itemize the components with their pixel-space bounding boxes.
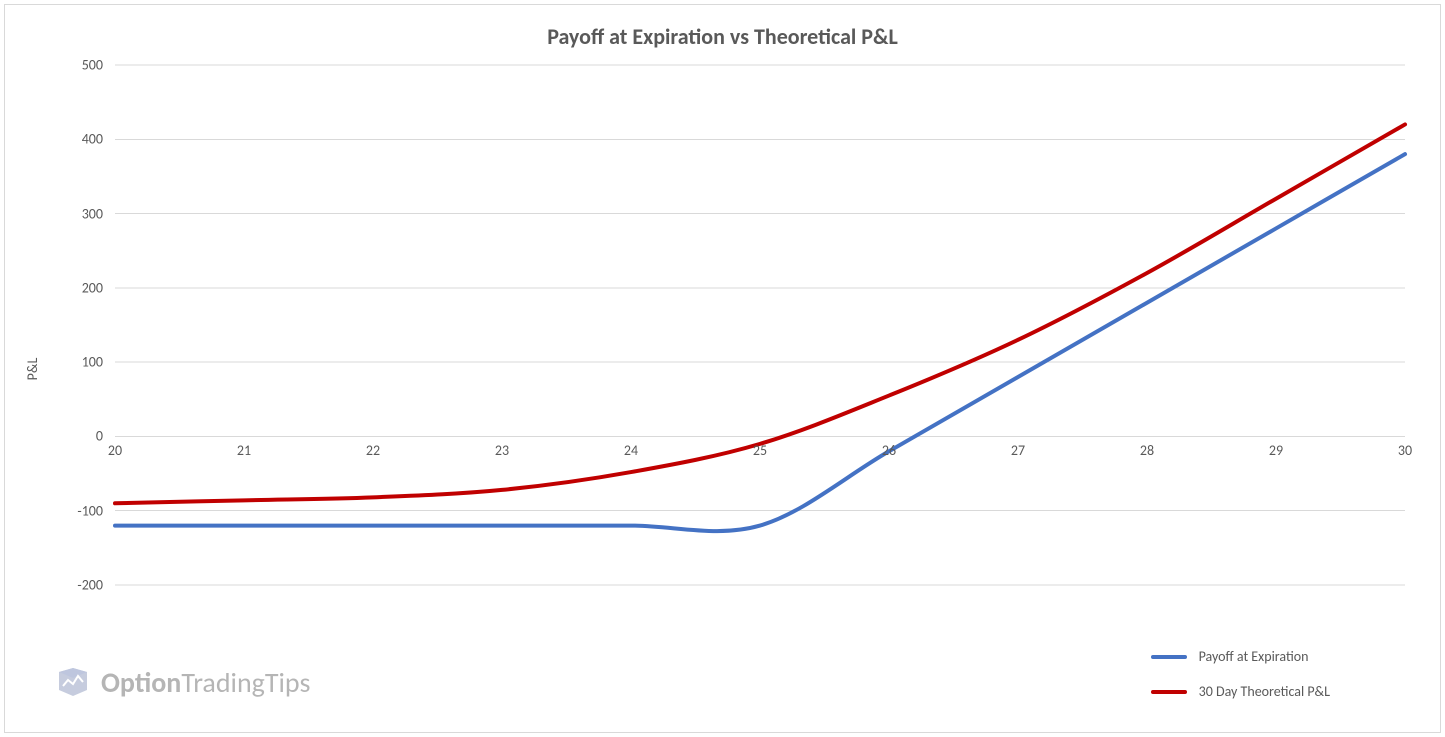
x-tick-label: 21 xyxy=(237,442,251,459)
y-tick-label: 0 xyxy=(53,428,103,445)
y-tick-label: 400 xyxy=(53,131,103,148)
legend-label: Payoff at Expiration xyxy=(1199,648,1309,665)
x-tick-label: 29 xyxy=(1269,442,1283,459)
x-tick-label: 28 xyxy=(1140,442,1154,459)
watermark: OptionTradingTips xyxy=(55,664,310,700)
x-tick-label: 20 xyxy=(108,442,122,459)
legend-label: 30 Day Theoretical P&L xyxy=(1199,683,1330,700)
y-axis-title: P&L xyxy=(24,357,41,380)
legend-item-payoff: Payoff at Expiration xyxy=(1151,648,1330,665)
y-tick-label: 300 xyxy=(53,205,103,222)
watermark-logo-icon xyxy=(55,664,91,700)
x-tick-label: 26 xyxy=(882,442,896,459)
legend-swatch-icon xyxy=(1151,690,1187,694)
watermark-text: OptionTradingTips xyxy=(101,665,310,700)
x-tick-label: 22 xyxy=(366,442,380,459)
x-tick-label: 23 xyxy=(495,442,509,459)
legend-swatch-icon xyxy=(1151,655,1187,659)
y-tick-label: 200 xyxy=(53,279,103,296)
x-tick-label: 30 xyxy=(1398,442,1412,459)
y-tick-label: -100 xyxy=(53,502,103,519)
legend-item-theoretical: 30 Day Theoretical P&L xyxy=(1151,683,1330,700)
chart-legend: Payoff at Expiration 30 Day Theoretical … xyxy=(1151,648,1330,700)
plot-svg xyxy=(115,65,1405,585)
y-tick-label: 100 xyxy=(53,354,103,371)
watermark-text-strong: Option xyxy=(101,665,181,700)
x-tick-label: 25 xyxy=(753,442,767,459)
y-tick-label: 500 xyxy=(53,57,103,74)
x-tick-label: 27 xyxy=(1011,442,1025,459)
x-tick-label: 24 xyxy=(624,442,638,459)
series-line xyxy=(115,154,1405,531)
chart-title: Payoff at Expiration vs Theoretical P&L xyxy=(5,23,1440,50)
plot-area: -200-10001002003004005002021222324252627… xyxy=(115,65,1405,585)
chart-frame: Payoff at Expiration vs Theoretical P&L … xyxy=(4,4,1441,733)
watermark-text-light: TradingTips xyxy=(181,665,310,700)
y-tick-label: -200 xyxy=(53,577,103,594)
